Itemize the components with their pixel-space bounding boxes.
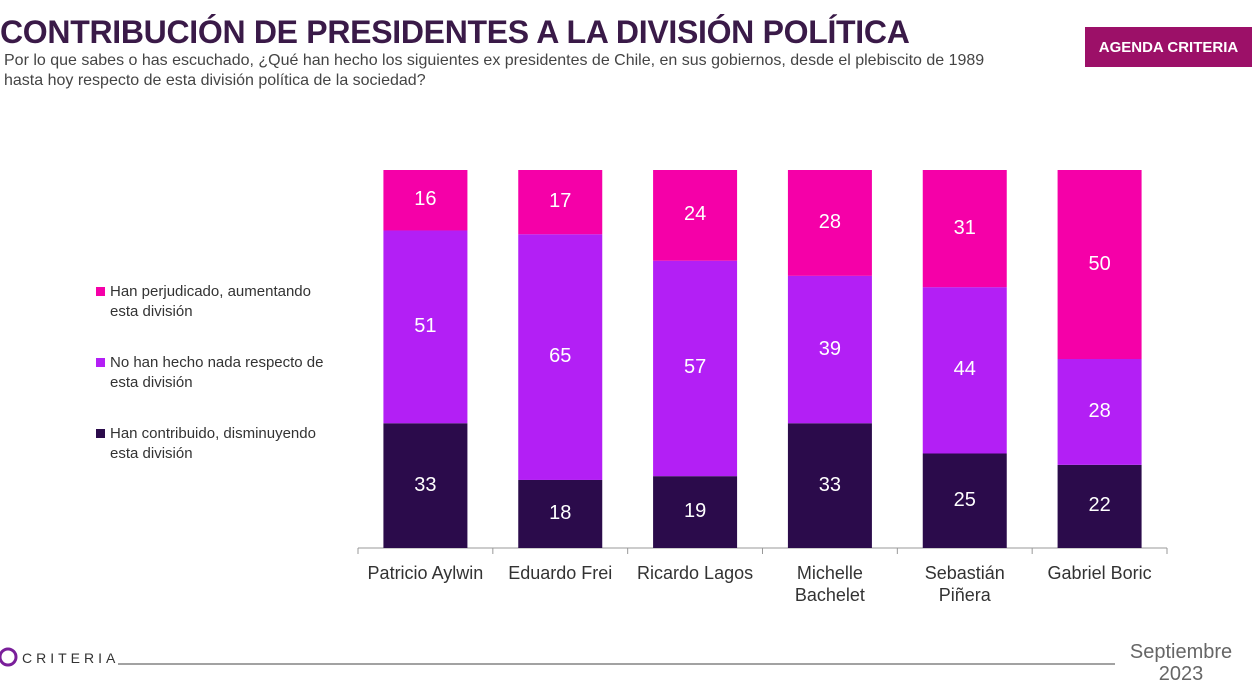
value-label: 51 [414, 314, 437, 337]
bar-segment [383, 423, 468, 548]
value-label: 33 [414, 473, 437, 496]
x-tick-label: Eduardo Frei [508, 563, 613, 583]
bar-segment [922, 287, 1007, 454]
legend-item: No han hecho nada respecto de esta divis… [96, 353, 325, 393]
legend-label: No han hecho nada respecto de esta divis… [110, 354, 324, 391]
chart-subtitle: Por lo que sabes o has escuchado, ¿Qué h… [4, 52, 985, 89]
bar-segment [787, 275, 872, 424]
value-label: 16 [414, 188, 437, 211]
legend-swatch [96, 358, 105, 367]
bar-segment [922, 453, 1007, 548]
value-label: 39 [818, 337, 842, 360]
bar-segment [518, 234, 603, 480]
legend-label: Han contribuido, disminuyendo esta divis… [110, 425, 316, 462]
badge: AGENDA CRITERIA [1085, 27, 1252, 67]
value-label: 50 [1088, 252, 1111, 275]
chart-title: CONTRIBUCIÓN DE PRESIDENTES A LA DIVISIÓ… [0, 14, 910, 50]
bar-segment [1057, 464, 1142, 548]
logo: CRITERIA [22, 650, 120, 666]
bar-segment [787, 423, 872, 548]
bar-segment [1057, 170, 1142, 359]
value-label: 44 [953, 358, 976, 381]
x-tick-label: Sebastián Piñera [924, 563, 1005, 605]
bar-segment [518, 170, 603, 235]
legend-item: Han contribuido, disminuyendo esta divis… [96, 424, 325, 464]
x-tick-label: Michelle Bachelet [794, 563, 865, 605]
legend-swatch [96, 287, 105, 296]
x-tick-label: Ricardo Lagos [637, 563, 754, 583]
bar-segment [518, 479, 603, 548]
legend-label: Han perjudicado, aumentando esta divisió… [110, 283, 311, 320]
value-label: 57 [683, 356, 707, 379]
value-label: 65 [549, 345, 572, 368]
bar-segment [383, 230, 468, 424]
bar-segment [1057, 359, 1142, 465]
value-label: 25 [953, 488, 976, 511]
value-label: 28 [818, 210, 842, 233]
bar-segment [383, 170, 468, 231]
value-label: 19 [683, 500, 707, 523]
value-label: 22 [1088, 494, 1111, 517]
bar-segment [653, 476, 738, 548]
value-label: 24 [683, 203, 707, 226]
value-label: 17 [549, 190, 572, 213]
bar-segment [653, 260, 738, 477]
bar-segment [787, 170, 872, 276]
logo-icon [0, 647, 18, 667]
value-label: 31 [953, 216, 976, 239]
value-label: 28 [1088, 399, 1111, 422]
value-label: 33 [818, 473, 842, 496]
date: Septiembre 2023 [1129, 641, 1233, 685]
bar-segment [922, 170, 1007, 288]
x-tick-label: Gabriel Boric [1047, 563, 1152, 583]
x-tick-label: Patricio Aylwin [367, 563, 484, 583]
legend-item: Han perjudicado, aumentando esta divisió… [96, 282, 325, 322]
bar-segment [653, 170, 738, 261]
legend-swatch [96, 429, 105, 438]
value-label: 18 [549, 501, 572, 524]
